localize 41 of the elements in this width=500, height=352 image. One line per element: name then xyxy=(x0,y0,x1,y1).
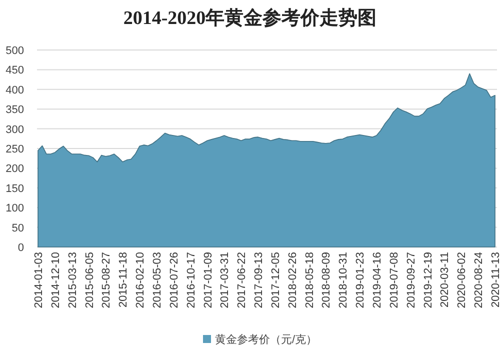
x-tick-label: 2015-06-05 xyxy=(84,252,96,308)
x-tick-label: 2015-03-13 xyxy=(66,252,79,308)
x-tick-label: 2018-08-09 xyxy=(320,252,333,308)
x-tick-label: 2017-12-05 xyxy=(270,252,282,308)
legend: 黄金参考价（元/克） xyxy=(203,334,318,346)
y-tick-label: 500 xyxy=(6,45,24,57)
x-tick-label: 2015-08-27 xyxy=(100,252,113,308)
y-tick-label: 150 xyxy=(6,182,24,195)
x-tick-label: 2017-06-22 xyxy=(236,252,248,308)
y-tick-label: 200 xyxy=(6,163,24,176)
y-tick-label: 50 xyxy=(12,222,24,234)
x-tick-label: 2014-01-03 xyxy=(33,252,45,308)
y-tick-label: 250 xyxy=(6,144,24,156)
x-tick-label: 2016-10-17 xyxy=(185,252,198,308)
x-tick-label: 2016-05-03 xyxy=(151,252,164,308)
x-tick-label: 2016-07-26 xyxy=(168,252,180,308)
x-tick-label: 2016-02-10 xyxy=(134,252,147,308)
x-tick-label: 2018-10-31 xyxy=(338,252,350,308)
y-tick-label: 0 xyxy=(18,242,24,254)
y-tick-label: 450 xyxy=(6,64,24,77)
x-tick-label: 2020-03-11 xyxy=(439,252,452,308)
x-tick-label: 2019-09-27 xyxy=(405,252,418,308)
x-tick-label: 2019-07-08 xyxy=(388,252,400,308)
x-tick-label: 2020-06-02 xyxy=(456,252,468,308)
chart-title: 2014-2020年黄金参考价走势图 xyxy=(123,7,377,29)
x-tick-label: 2015-11-18 xyxy=(118,252,130,308)
x-tick-label: 2020-11-13 xyxy=(490,252,500,308)
x-tick-label: 2020-08-24 xyxy=(473,252,486,308)
y-tick-label: 400 xyxy=(6,84,24,96)
x-tick-label: 2019-12-19 xyxy=(422,252,434,308)
x-tick-label: 2018-05-18 xyxy=(304,252,316,308)
x-tick-label: 2017-01-09 xyxy=(202,252,214,308)
x-tick-label: 2017-09-13 xyxy=(253,252,266,308)
x-tick-label: 2017-03-31 xyxy=(219,252,232,308)
x-tick-label: 2018-02-26 xyxy=(286,252,299,308)
x-tick-label: 2019-01-23 xyxy=(354,252,367,308)
x-tick-label: 2014-12-10 xyxy=(50,252,62,308)
y-tick-label: 300 xyxy=(6,124,24,136)
x-tick-label: 2019-04-16 xyxy=(372,252,384,308)
y-tick-label: 350 xyxy=(6,104,24,116)
y-tick-label: 100 xyxy=(6,202,24,215)
